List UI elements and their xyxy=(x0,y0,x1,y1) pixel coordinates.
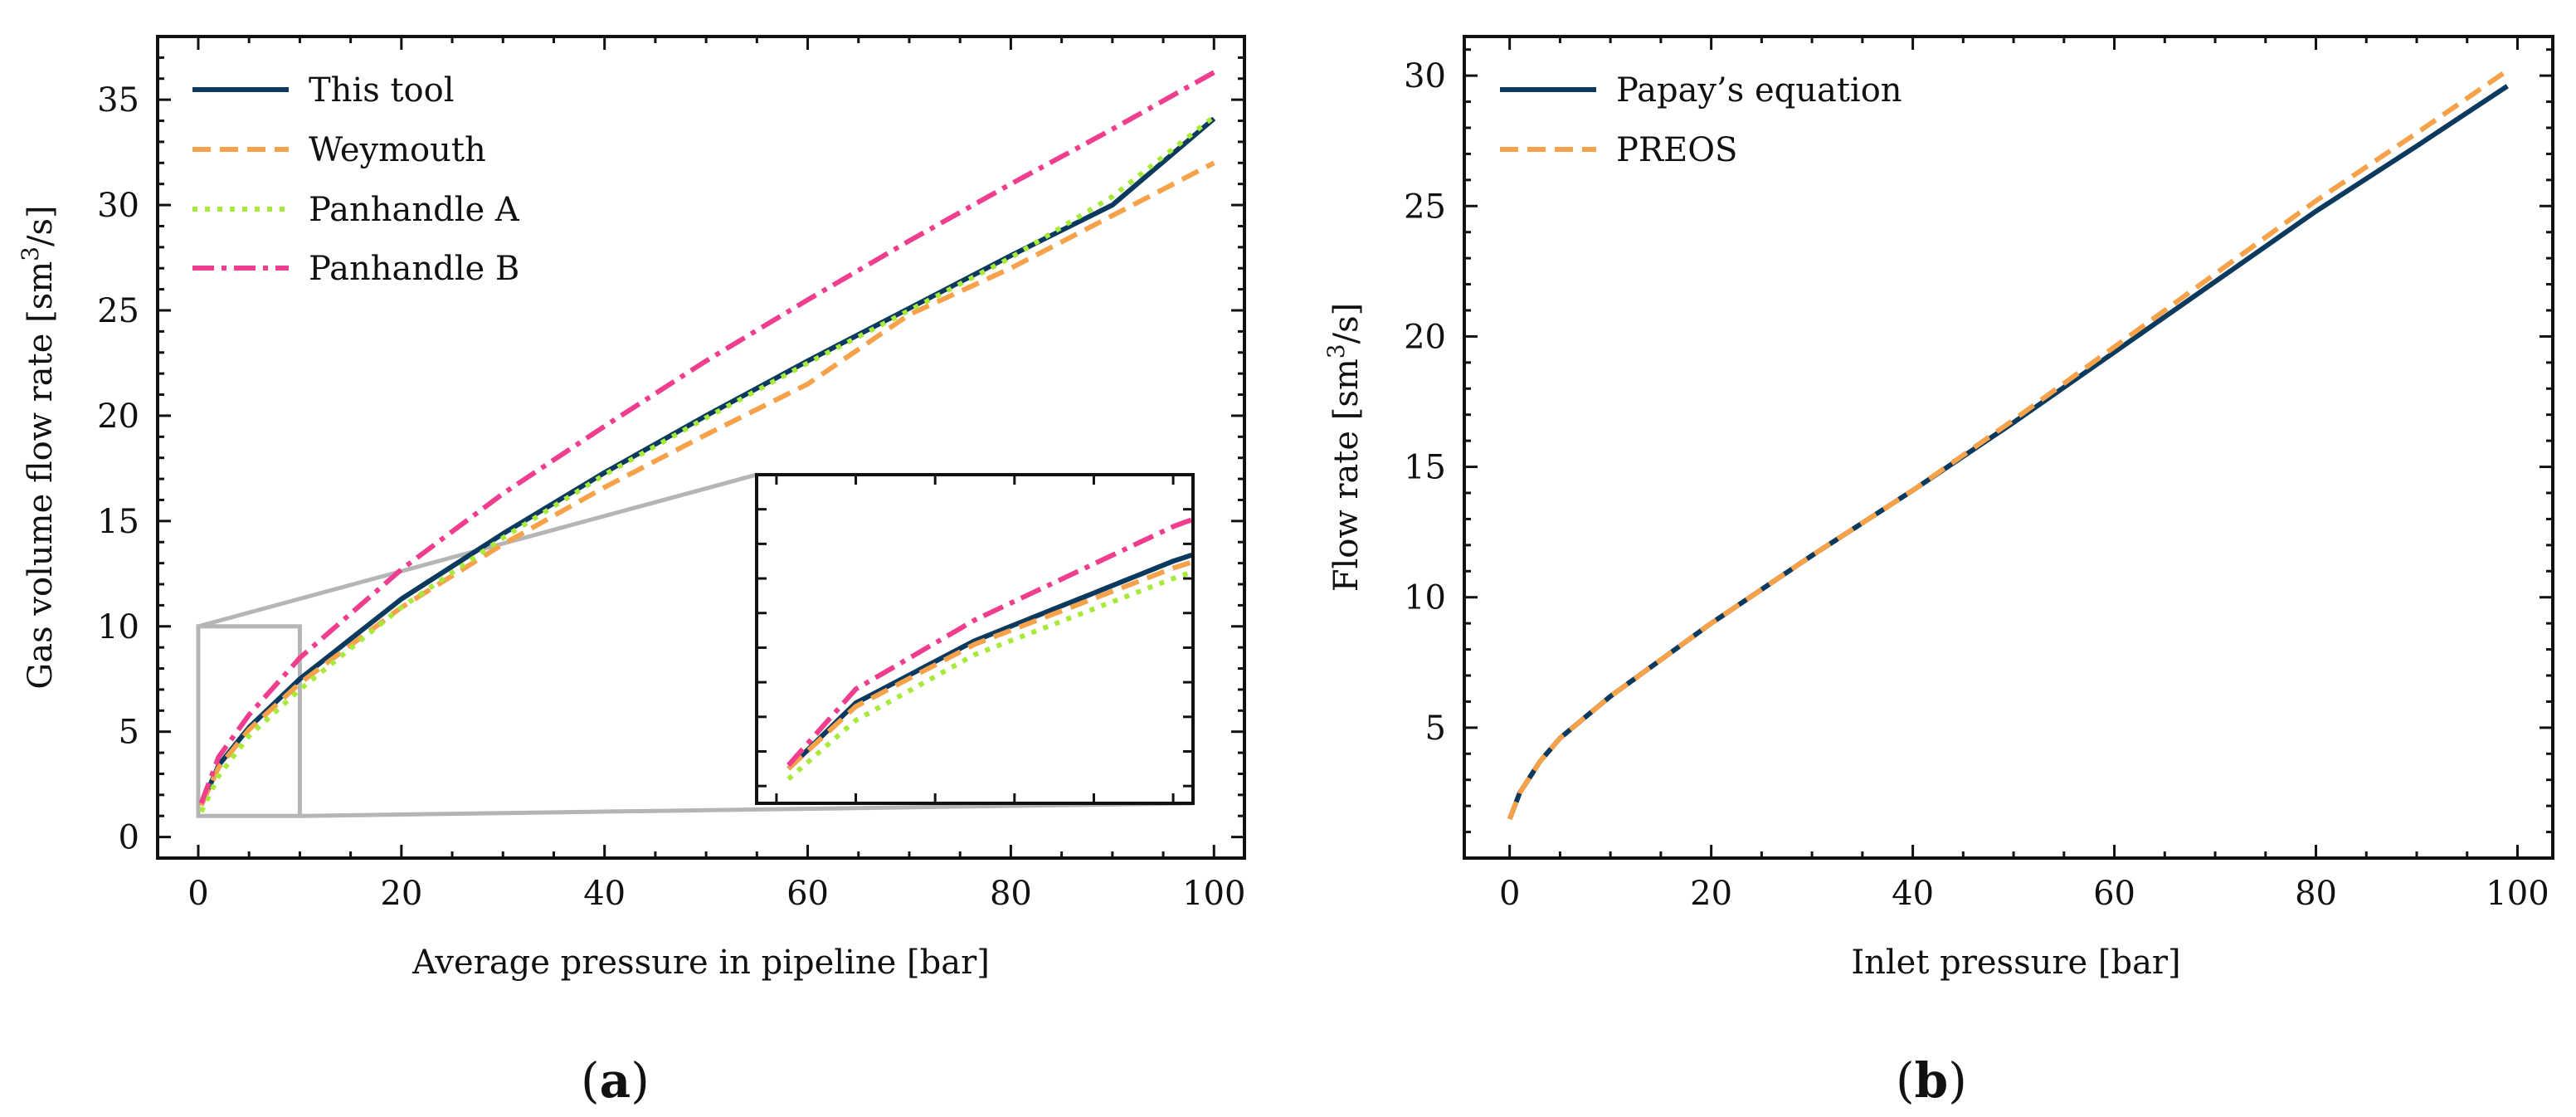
chart-b-y-tick-label: 20 xyxy=(1404,318,1446,356)
chart-a-y-tick-label: 30 xyxy=(97,187,139,225)
chart-b-ticks xyxy=(1464,37,2553,860)
chart-b-y-tick-label: 5 xyxy=(1425,710,1446,748)
chart-b-tick-labels: 0 20 40 60 80 100 5 10 15 20 25 30 xyxy=(1404,57,2549,913)
chart-a-inset-ticks xyxy=(757,473,1193,803)
chart-a: 0 20 40 60 80 100 0 5 10 15 20 25 30 35 This tool Wey… xyxy=(17,35,1246,1109)
chart-a-y-tick-label: 15 xyxy=(97,503,139,541)
chart-a-series-weymouth xyxy=(198,160,1215,807)
chart-b-y-tick-label: 25 xyxy=(1404,188,1446,226)
chart-a-inset-frame xyxy=(755,473,1195,805)
chart-a-series-group xyxy=(198,70,1216,813)
chart-b-x-tick-label: 60 xyxy=(2093,875,2135,913)
ylabel-part: Flow rate [sm xyxy=(1327,359,1366,592)
chart-a-y-tick-label: 0 xyxy=(119,819,139,857)
chart-a-x-tick-label: 80 xyxy=(990,875,1032,913)
legend-a-label-panhandle-b: Panhandle B xyxy=(309,250,519,288)
chart-a-inset-series-weymouth xyxy=(786,559,1194,771)
legend-a-label-weymouth: Weymouth xyxy=(309,131,486,169)
chart-b-series-group xyxy=(1507,68,2510,820)
chart-a-ticks xyxy=(158,35,1244,860)
chart-a-tick-labels: 0 20 40 60 80 100 0 5 10 15 20 25 30 35 xyxy=(97,81,1245,913)
chart-b-xlabel: Inlet pressure [bar] xyxy=(1851,944,2180,982)
chart-a-inset-series-group xyxy=(786,516,1195,782)
chart-b-y-tick-label: 10 xyxy=(1404,579,1446,617)
chart-a-y-tick-label: 25 xyxy=(97,292,139,330)
chart-a-inset-series-panhandle-b xyxy=(786,516,1195,768)
chart-b-y-tick-label: 30 xyxy=(1404,57,1446,95)
legend-b-label-papay: Papay’s equation xyxy=(1616,71,1902,110)
chart-b-x-tick-label: 100 xyxy=(2486,875,2549,913)
ylabel-superscript: 3 xyxy=(17,246,44,261)
chart-a-x-tick-label: 0 xyxy=(187,875,208,913)
chart-a-series-panhandle-b xyxy=(198,70,1215,805)
chart-b-x-tick-label: 0 xyxy=(1499,875,1520,913)
chart-a-ylabel: Gas volume flow rate [sm3/s] xyxy=(17,205,60,689)
chart-a-panel-label: (a) xyxy=(581,1052,650,1109)
chart-a-inset xyxy=(755,473,1195,805)
ylabel-part: Gas volume flow rate [sm xyxy=(22,261,60,690)
panel-label-paren: ( xyxy=(1896,1052,1915,1109)
panel-label-paren: ) xyxy=(1948,1052,1967,1109)
legend-a-label-panhandle-a: Panhandle A xyxy=(309,191,520,229)
chart-b-series-papay-s-equation xyxy=(1507,84,2509,820)
chart-a-y-tick-label: 5 xyxy=(119,714,139,752)
chart-a-inset-series-this-tool xyxy=(786,552,1194,771)
zoom-region-box xyxy=(196,624,302,818)
chart-a-frame xyxy=(156,35,1246,860)
legend-b-label-preos: PREOS xyxy=(1616,131,1737,169)
chart-b-x-tick-label: 80 xyxy=(2295,875,2337,913)
chart-a-y-tick-label: 35 xyxy=(97,81,139,120)
ylabel-part: /s] xyxy=(22,205,60,246)
chart-b-panel-label: (b) xyxy=(1896,1052,1967,1109)
legend-a-label-this-tool: This tool xyxy=(309,71,455,110)
chart-b-frame xyxy=(1463,35,2554,860)
chart-a-x-tick-label: 60 xyxy=(786,875,829,913)
chart-a-x-tick-label: 20 xyxy=(380,875,422,913)
chart-a-y-tick-label: 10 xyxy=(97,608,139,646)
panel-label-paren: ( xyxy=(581,1052,600,1109)
chart-a-legend: This tool Weymouth Panhandle A Panhandle… xyxy=(192,71,520,288)
chart-a-inset-series-panhandle-a xyxy=(786,569,1194,782)
ylabel-part: /s] xyxy=(1327,303,1366,344)
chart-b-ylabel: Flow rate [sm3/s] xyxy=(1322,303,1366,593)
panel-label-letter: a xyxy=(600,1052,631,1109)
chart-a-xlabel: Average pressure in pipeline [bar] xyxy=(411,944,990,982)
chart-b-x-tick-label: 40 xyxy=(1892,875,1934,913)
chart-a-x-tick-label: 40 xyxy=(583,875,626,913)
chart-b-x-tick-label: 20 xyxy=(1690,875,1732,913)
chart-a-series-panhandle-a xyxy=(198,115,1216,813)
panel-label-paren: ) xyxy=(631,1052,650,1109)
chart-a-x-tick-label: 100 xyxy=(1182,875,1245,913)
panel-label-letter: b xyxy=(1915,1052,1949,1109)
chart-b-legend: Papay’s equation PREOS xyxy=(1500,71,1902,169)
zoom-connector-bottom xyxy=(299,801,1194,818)
chart-b-series-preos xyxy=(1507,68,2510,820)
ylabel-superscript: 3 xyxy=(1322,344,1350,359)
chart-a-y-tick-label: 20 xyxy=(97,398,139,436)
chart-b-y-tick-label: 15 xyxy=(1404,449,1446,487)
chart-b: 0 20 40 60 80 100 5 10 15 20 25 30 Papay’s equation… xyxy=(1322,35,2554,1109)
